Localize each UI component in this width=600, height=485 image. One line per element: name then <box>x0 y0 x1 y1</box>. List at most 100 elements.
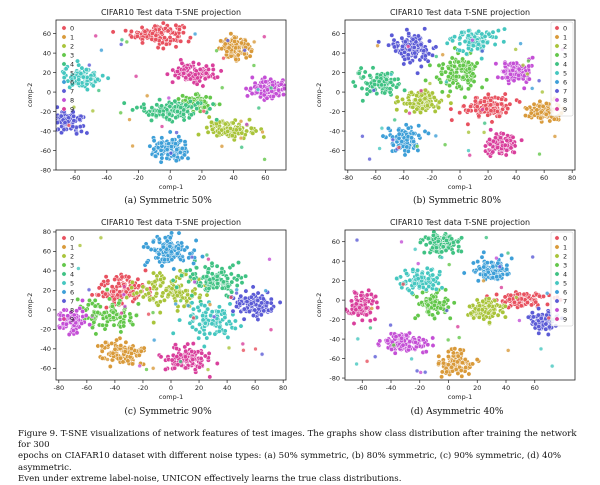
tsne-plot-c: CIFAR10 Test data T-SNE projection -80 -60… <box>18 216 298 406</box>
point-class-6 <box>380 133 386 139</box>
point-noise <box>168 150 174 156</box>
point-class-6 <box>191 260 197 266</box>
y-tick-label: -40 <box>329 127 340 135</box>
point-noise <box>66 123 72 128</box>
point-class-1 <box>114 337 120 343</box>
point-class-7 <box>234 304 239 309</box>
point-class-8 <box>516 66 522 72</box>
point-class-0 <box>136 283 142 289</box>
point-noise <box>537 151 542 157</box>
point-noise <box>440 52 445 57</box>
legend-label-5: 5 <box>563 69 567 77</box>
point-class-7 <box>230 308 236 314</box>
legend-label-7: 7 <box>563 87 567 95</box>
point-class-6 <box>416 123 422 129</box>
point-class-7 <box>250 284 256 290</box>
legend-label-9: 9 <box>70 315 74 323</box>
point-class-0 <box>517 99 523 105</box>
point-noise <box>481 130 487 135</box>
point-class-9 <box>504 138 510 143</box>
point-class-9 <box>203 63 209 69</box>
point-class-0 <box>103 274 109 280</box>
point-noise <box>369 306 375 311</box>
legend-box <box>550 21 574 117</box>
point-noise <box>239 145 244 150</box>
x-tick-label: -60 <box>357 384 368 392</box>
point-noise <box>207 302 213 307</box>
point-class-3 <box>462 94 468 100</box>
legend-label-1: 1 <box>563 243 567 251</box>
point-noise <box>98 235 104 241</box>
point-noise <box>225 38 231 43</box>
point-class-0 <box>160 20 166 26</box>
point-class-8 <box>521 85 527 91</box>
point-class-9 <box>174 346 180 351</box>
point-class-9 <box>210 67 216 72</box>
point-class-3 <box>414 294 420 300</box>
point-noise <box>251 39 257 45</box>
y-tick-label: 60 <box>43 248 51 256</box>
point-class-8 <box>530 55 536 61</box>
point-noise <box>442 142 448 147</box>
point-class-9 <box>502 142 508 148</box>
point-class-1 <box>136 352 142 358</box>
y-tick-label: 80 <box>43 228 51 236</box>
point-class-9 <box>490 138 496 144</box>
x-tick-label: 20 <box>473 384 481 392</box>
point-class-3 <box>427 62 433 68</box>
tsne-plot-a: CIFAR10 Test data T-SNE projection -60 -40… <box>18 6 298 196</box>
point-class-0 <box>173 22 179 28</box>
point-class-9 <box>210 62 216 68</box>
point-class-7 <box>545 332 551 337</box>
point-class-2 <box>481 316 487 322</box>
plot-a-svg: CIFAR10 Test data T-SNE projection-60 -40… <box>26 8 287 191</box>
point-class-5 <box>90 83 96 89</box>
point-class-4 <box>207 277 213 283</box>
point-class-3 <box>420 290 426 295</box>
point-class-6 <box>159 155 165 161</box>
point-class-4 <box>367 73 373 79</box>
point-class-2 <box>154 291 160 296</box>
point-class-9 <box>511 149 517 155</box>
point-class-0 <box>116 280 122 286</box>
point-class-1 <box>219 46 225 52</box>
legend-marker-7 <box>554 88 560 94</box>
legend-label-5: 5 <box>70 69 74 77</box>
point-class-0 <box>489 119 495 125</box>
point-class-7 <box>404 27 410 33</box>
x-tick-label: 0 <box>168 174 172 182</box>
point-class-5 <box>217 324 223 330</box>
subcaption-b: (b) Symmetric 80% <box>413 196 501 206</box>
point-class-2 <box>486 303 492 309</box>
scatter-points <box>56 230 283 380</box>
point-class-4 <box>159 103 165 109</box>
point-class-5 <box>415 276 421 282</box>
point-class-7 <box>402 49 407 55</box>
y-tick-label: 60 <box>43 30 51 38</box>
point-class-7 <box>529 310 535 316</box>
point-class-7 <box>543 321 549 327</box>
point-class-3 <box>92 303 98 309</box>
point-noise <box>192 31 198 37</box>
point-class-0 <box>472 98 478 104</box>
point-noise <box>124 39 130 45</box>
point-class-5 <box>225 334 231 340</box>
point-noise <box>118 110 123 116</box>
point-class-0 <box>163 41 169 47</box>
y-tick-label: -20 <box>40 108 51 116</box>
y-tick-label: -20 <box>40 326 51 334</box>
point-class-8 <box>516 72 522 78</box>
point-class-9 <box>367 310 373 315</box>
point-class-1 <box>239 40 244 46</box>
point-class-2 <box>403 108 409 114</box>
point-class-4 <box>186 279 192 285</box>
point-class-1 <box>540 103 546 109</box>
scatter-points <box>350 26 566 162</box>
point-noise <box>205 367 211 372</box>
point-noise <box>174 130 179 135</box>
legend-box <box>550 231 574 327</box>
point-class-6 <box>145 244 151 250</box>
point-class-9 <box>196 364 202 370</box>
point-class-2 <box>417 97 423 103</box>
point-noise <box>133 74 139 79</box>
